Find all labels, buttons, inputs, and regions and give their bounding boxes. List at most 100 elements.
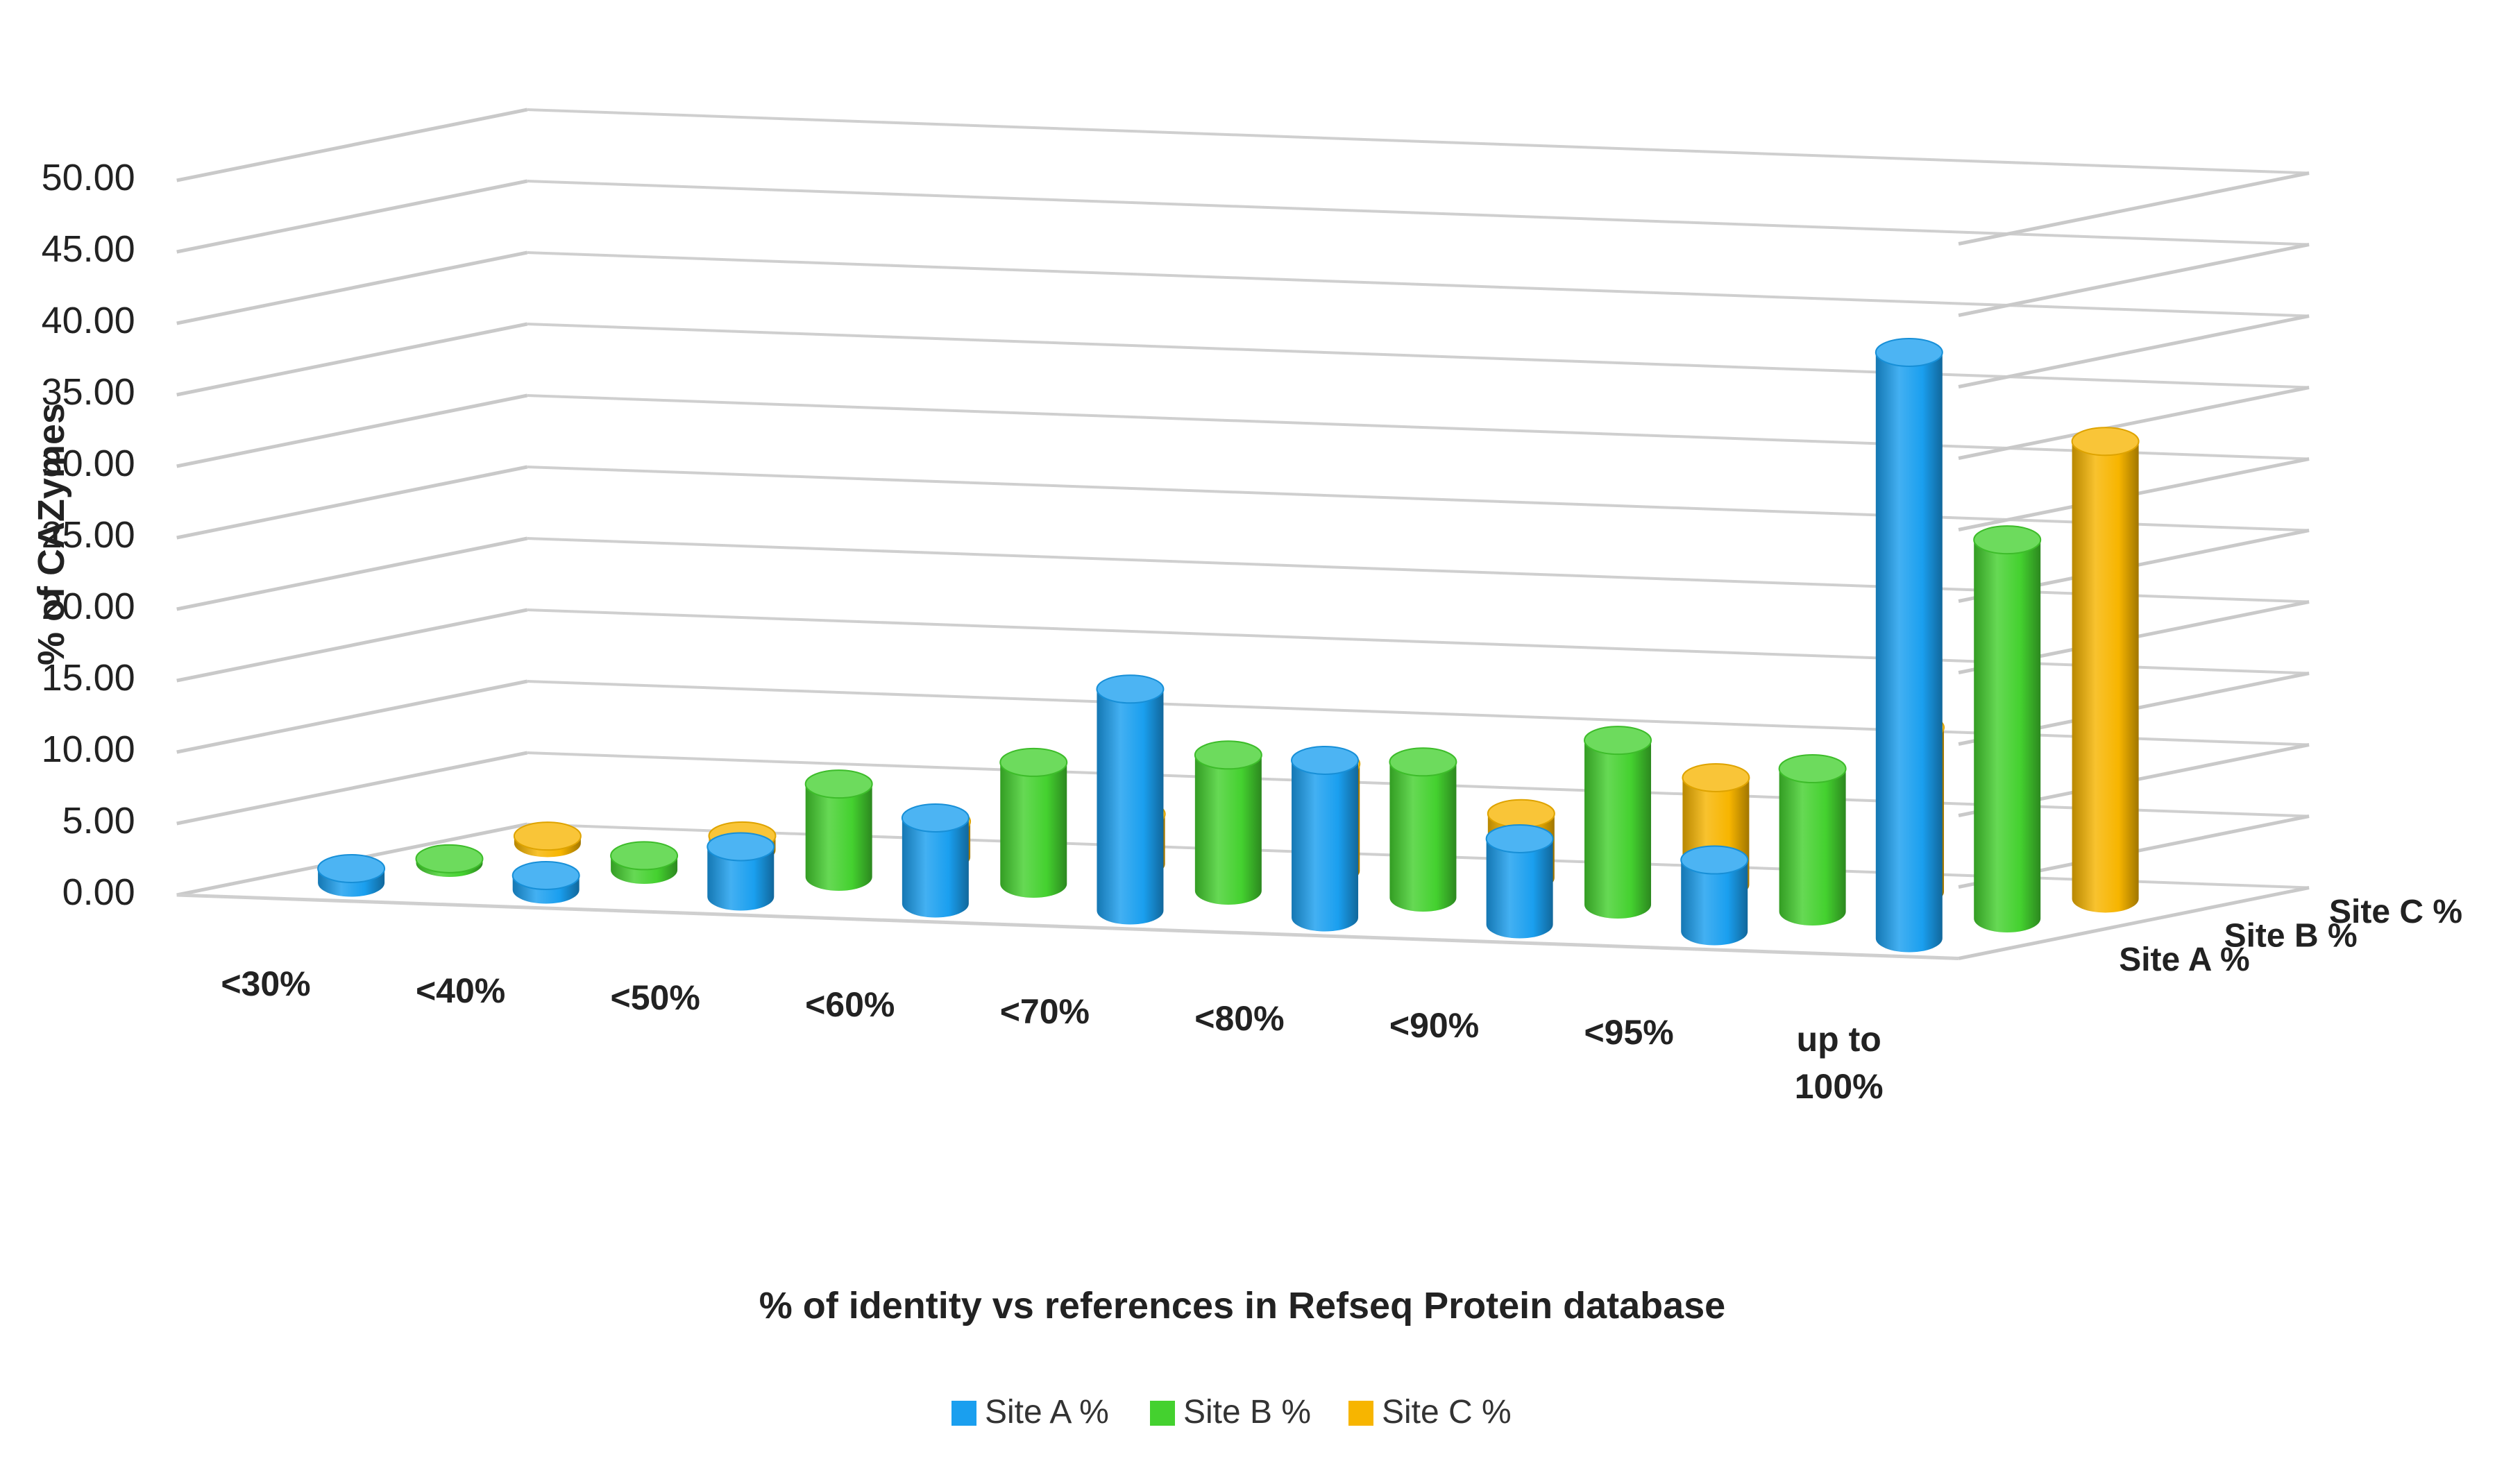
bar-site-b-6 [1389, 747, 1457, 912]
y-tick-label: 5.00 [62, 800, 135, 842]
bar-body [1097, 689, 1164, 925]
legend: Site A % Site B % Site C % [951, 1394, 1512, 1431]
bar-top [1487, 799, 1555, 828]
grid-line [1958, 386, 2310, 460]
bar-top [610, 841, 679, 871]
grid-line [527, 108, 2310, 175]
grid-line [176, 250, 528, 325]
grid-line [1958, 171, 2310, 246]
bar-site-a-6 [1291, 745, 1360, 932]
y-axis-title: % of CAZymes [31, 403, 72, 665]
bar-top [1291, 745, 1360, 775]
x-axis-title: % of identity vs references in Refseq Pr… [759, 1285, 1725, 1327]
bar-site-b-5 [1194, 740, 1262, 905]
y-tick-label: 40.00 [42, 300, 135, 341]
grid-line [176, 465, 528, 540]
x-tick-label: <90% [1389, 1006, 1479, 1045]
bar-top [1875, 337, 1943, 367]
bar-site-b-4 [999, 747, 1068, 898]
grid-line [527, 323, 2310, 389]
grid-line [176, 751, 528, 826]
bar-top [1680, 845, 1749, 875]
bar-top [2071, 427, 2140, 457]
grid-line [176, 679, 528, 754]
grid-line [527, 180, 2310, 246]
bar-top [317, 853, 386, 883]
y-tick-label: 45.00 [42, 228, 135, 270]
x-tick-label: <60% [805, 985, 895, 1024]
legend-label: Site B % [1183, 1394, 1311, 1431]
legend-label: Site A % [985, 1394, 1109, 1431]
bar-site-c-9 [2071, 427, 2140, 913]
bar-body [1584, 740, 1652, 919]
bar-body [1974, 540, 2041, 933]
bar-site-a-2 [511, 860, 580, 904]
bar-body [1486, 838, 1553, 939]
y-tick-label: 50.00 [42, 157, 135, 198]
grid-line [527, 680, 2310, 747]
bar-body [1292, 760, 1359, 932]
bar-body [1681, 860, 1748, 946]
bar-site-b-3 [804, 769, 873, 891]
bar-site-b-2 [610, 841, 679, 884]
bar-body [707, 846, 775, 911]
grid-line [527, 537, 2310, 604]
bar-body [1194, 755, 1262, 905]
bar-site-b-8 [1778, 754, 1847, 926]
x-tick-label: <40% [416, 971, 505, 1010]
grid-line [176, 322, 528, 397]
bar-top [1194, 740, 1262, 770]
bar-site-a-4 [901, 803, 970, 918]
x-tick-label: up to 100% [1795, 1020, 1884, 1106]
grid-line [527, 394, 2310, 461]
bar-top [511, 860, 580, 890]
legend-swatch [1150, 1401, 1175, 1426]
bar-top [1584, 726, 1652, 756]
y-tick-label: 30.00 [42, 443, 135, 484]
x-tick-label: <70% [1000, 992, 1090, 1031]
bar-top [1485, 824, 1554, 853]
y-tick-label: 20.00 [42, 586, 135, 627]
bar-site-a-9 [1875, 337, 1943, 953]
bars-layer [317, 337, 2140, 953]
grid-line [176, 608, 528, 683]
grid-line [1958, 886, 2310, 960]
grid-line [527, 608, 2310, 675]
bar-site-b-7 [1584, 726, 1652, 919]
bar-top [1682, 762, 1750, 792]
bar-top [513, 821, 582, 851]
grid-line [1958, 243, 2310, 317]
y-tick-label: 35.00 [42, 371, 135, 413]
bar-site-c-1 [513, 821, 582, 858]
y-tick-label: 15.00 [42, 657, 135, 699]
grid-line [527, 251, 2310, 318]
bar-site-a-8 [1680, 845, 1749, 946]
depth-label: Site C % [2329, 894, 2462, 930]
bar-body [2072, 441, 2139, 913]
bar-site-a-5 [1096, 674, 1165, 925]
bar-top [804, 769, 873, 799]
x-tick-label: <50% [611, 978, 700, 1017]
bar-top [415, 844, 484, 873]
bar-top [1973, 525, 2042, 555]
bar-body [902, 817, 969, 918]
grid-line [176, 179, 528, 254]
bar-body [805, 784, 872, 891]
bar-site-a-1 [317, 853, 386, 897]
labels-layer: 0.00 5.00 10.00 15.00 20.00 25.00 30.00 35.00 40… [42, 157, 2462, 1106]
x-tick-label: <30% [221, 964, 310, 1003]
bar-top [901, 803, 970, 833]
grid-line [176, 536, 528, 611]
bar-top [999, 747, 1068, 777]
grid-line [1958, 314, 2310, 389]
bar-site-a-3 [707, 832, 775, 911]
bar-body [1389, 762, 1457, 912]
depth-label: Site A % [2119, 941, 2249, 978]
bar-top [1389, 747, 1457, 777]
grid-line [176, 393, 528, 468]
y-tick-label: 0.00 [62, 871, 135, 913]
bar-top [1778, 754, 1847, 783]
bar-body [1875, 352, 1943, 953]
